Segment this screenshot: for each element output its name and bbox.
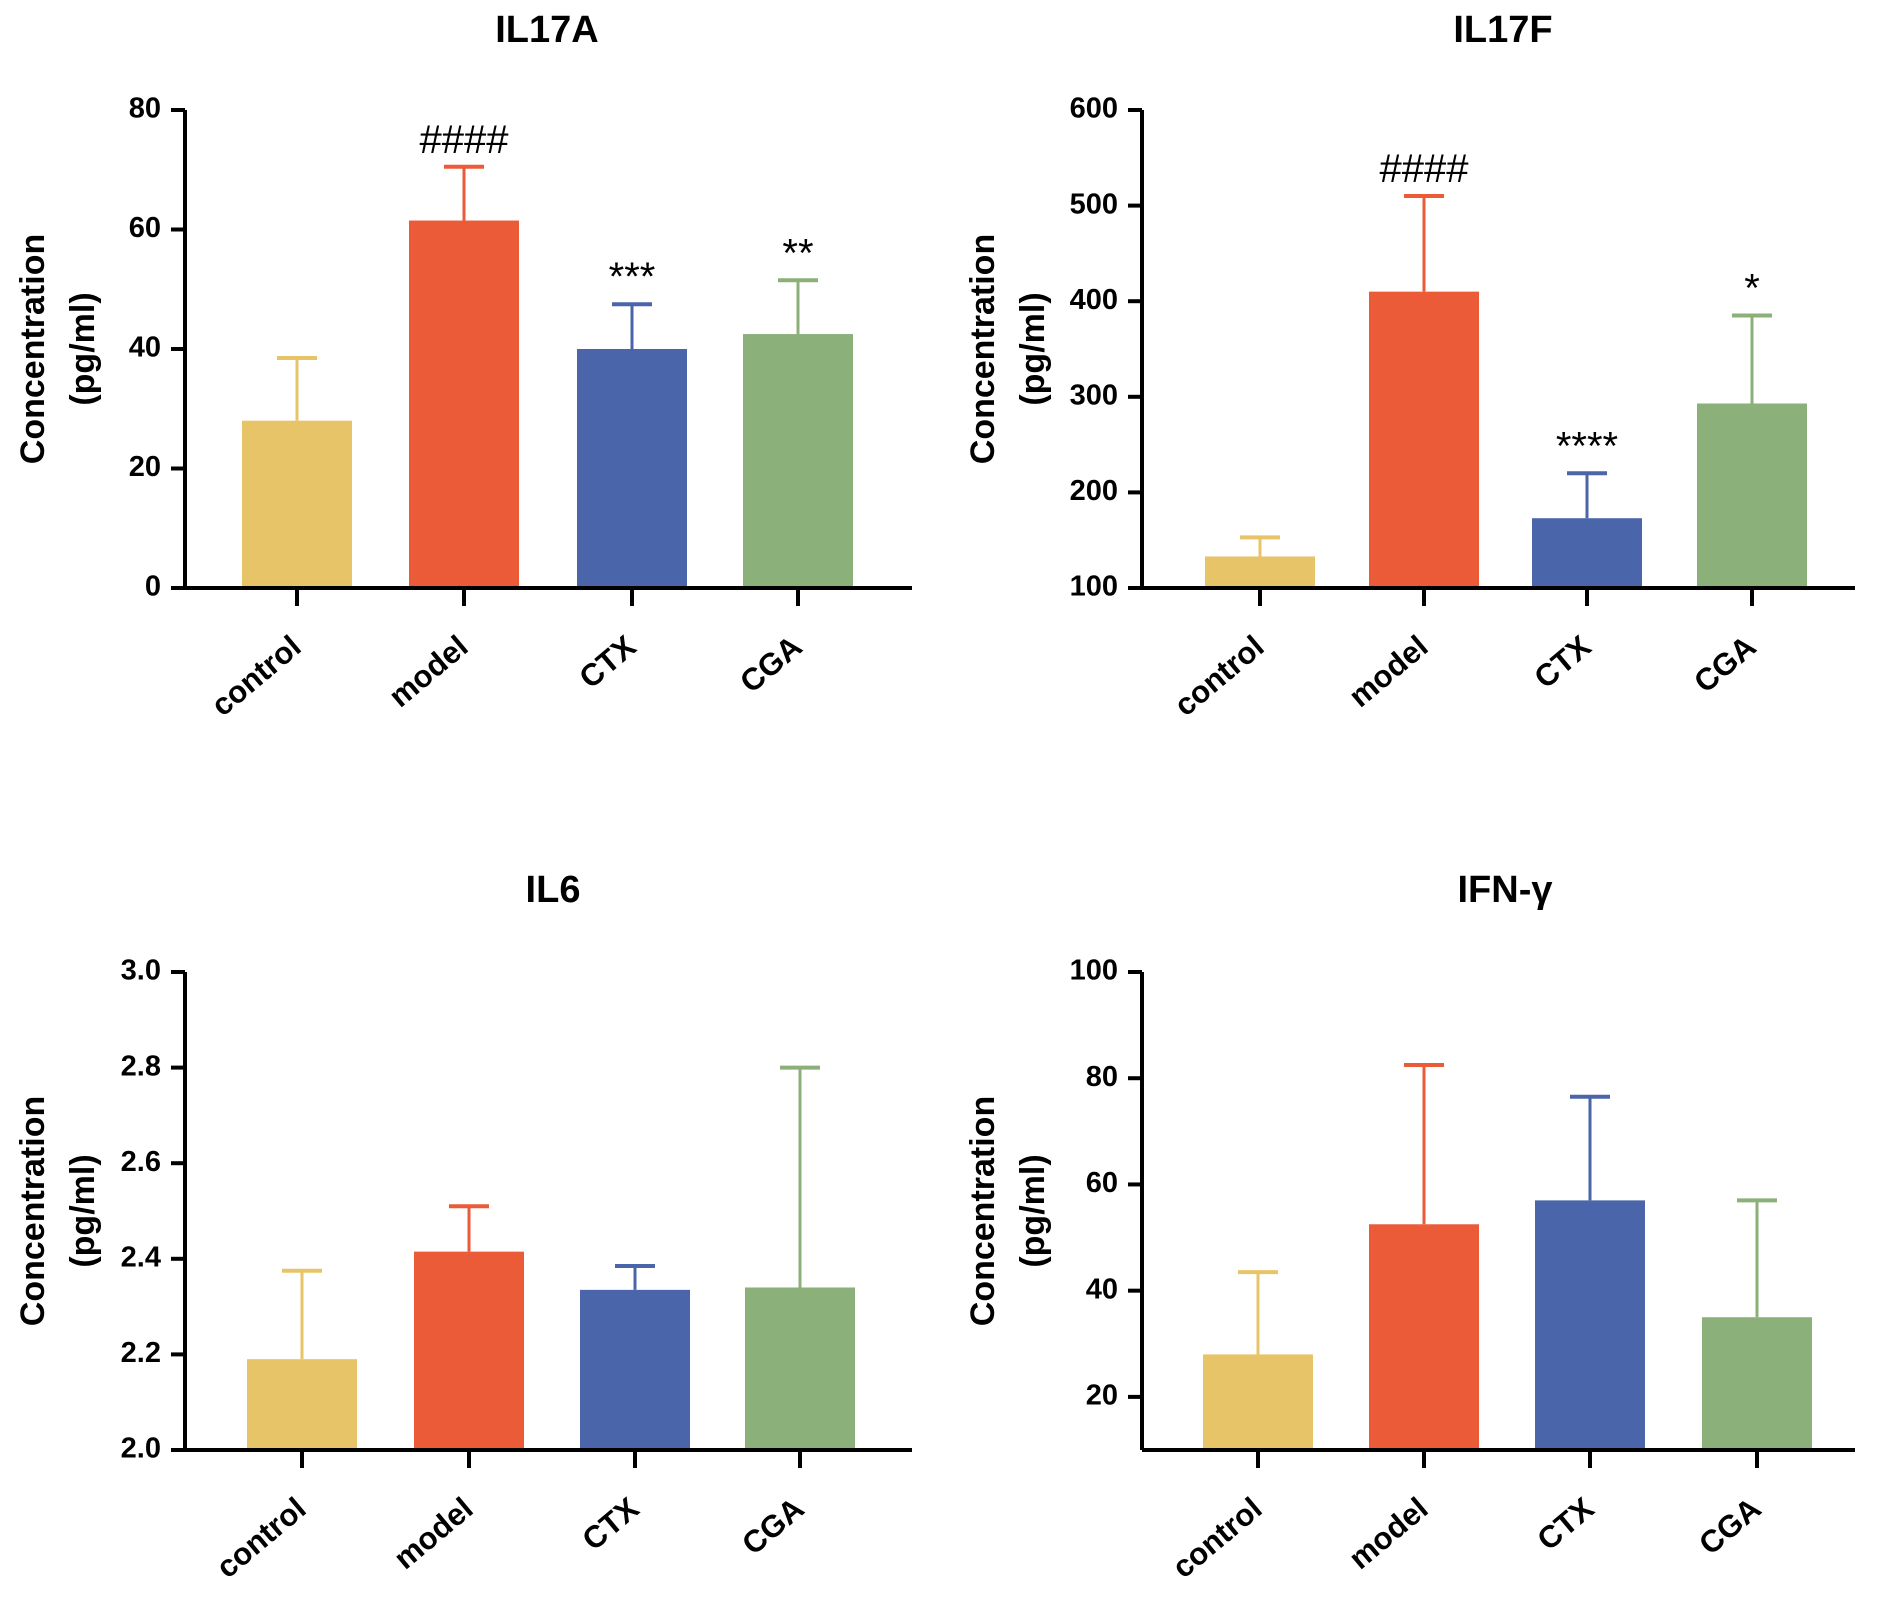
y-axis-unit: (pg/ml) — [64, 292, 102, 405]
y-axis-label: Concentration — [14, 1096, 52, 1326]
chart-title: IL17F — [1453, 9, 1552, 51]
chart-title: IFN-γ — [1458, 869, 1553, 911]
x-tick-label-cga: CGA — [1692, 1491, 1767, 1562]
bar-model — [414, 1251, 524, 1450]
bar-ctx — [577, 349, 687, 588]
y-axis-label: Concentration — [964, 234, 1002, 464]
x-tick-label-control: control — [210, 1491, 313, 1585]
x-tick-label-cga: CGA — [735, 1491, 810, 1562]
y-axis-unit: (pg/ml) — [64, 1154, 102, 1267]
x-tick-label-control: control — [1168, 629, 1271, 723]
bar-model — [1369, 291, 1479, 588]
bar-ctx — [1532, 518, 1642, 588]
y-tick-label: 500 — [1070, 188, 1118, 220]
y-tick-label: 40 — [1086, 1273, 1118, 1305]
y-tick-label: 100 — [1070, 571, 1118, 603]
y-axis-unit: (pg/ml) — [1014, 292, 1052, 405]
x-tick-label-ctx: CTX — [1531, 1490, 1601, 1557]
x-tick-label-cga: CGA — [1687, 629, 1762, 700]
bar-model — [409, 220, 519, 588]
y-tick-label: 40 — [129, 332, 161, 364]
y-axis-label: Concentration — [964, 1096, 1002, 1326]
y-tick-label: 2.8 — [121, 1050, 161, 1082]
x-tick-label-ctx: CTX — [573, 628, 643, 695]
x-tick-label-model: model — [382, 629, 474, 714]
y-tick-label: 2.0 — [121, 1433, 161, 1465]
y-tick-label: 300 — [1070, 379, 1118, 411]
y-tick-label: 60 — [129, 212, 161, 244]
y-tick-label: 20 — [1086, 1380, 1118, 1412]
significance-label: *** — [609, 255, 656, 299]
bar-control — [247, 1359, 357, 1450]
significance-label: **** — [1556, 424, 1618, 468]
y-tick-label: 100 — [1070, 955, 1118, 987]
y-tick-label: 80 — [129, 93, 161, 125]
x-tick-label-model: model — [1342, 1491, 1434, 1576]
y-tick-label: 20 — [129, 451, 161, 483]
x-tick-label-ctx: CTX — [1528, 628, 1598, 695]
y-tick-label: 80 — [1086, 1061, 1118, 1093]
ifn-gamma-panel: IFN-γ Concentration (pg/ml) 20 40 60 80 100 cont… — [964, 869, 1855, 1585]
significance-label: * — [1744, 267, 1760, 311]
x-tick-label-ctx: CTX — [576, 1490, 646, 1557]
x-tick-label-model: model — [387, 1491, 479, 1576]
x-tick-label-control: control — [205, 629, 308, 723]
x-tick-label-control: control — [1166, 1491, 1269, 1585]
bar-model — [1369, 1224, 1479, 1450]
chart-title: IL6 — [526, 869, 581, 911]
y-tick-label: 200 — [1070, 475, 1118, 507]
y-tick-label: 0 — [145, 571, 161, 603]
y-tick-label: 3.0 — [121, 955, 161, 987]
y-tick-label: 2.6 — [121, 1146, 161, 1178]
x-tick-label-model: model — [1342, 629, 1434, 714]
x-tick-label-cga: CGA — [733, 629, 808, 700]
bar-ctx — [580, 1289, 690, 1450]
y-tick-label: 600 — [1070, 93, 1118, 125]
bar-cga — [1702, 1317, 1812, 1450]
chart-title: IL17A — [495, 9, 598, 51]
y-axis-unit: (pg/ml) — [1014, 1154, 1052, 1267]
bar-ctx — [1535, 1200, 1645, 1450]
il6-panel: IL6 Concentration (pg/ml) 2.0 2.2 2.4 2.6 2.8 3.… — [14, 869, 912, 1585]
y-tick-label: 2.2 — [121, 1337, 161, 1369]
bar-control — [242, 420, 352, 588]
y-axis-label: Concentration — [14, 234, 52, 464]
bar-cga — [743, 334, 853, 588]
y-tick-label: 60 — [1086, 1167, 1118, 1199]
bar-cga — [745, 1287, 855, 1450]
y-tick-label: 2.4 — [121, 1241, 161, 1273]
bar-control — [1205, 556, 1315, 588]
significance-label: #### — [1380, 147, 1470, 191]
bar-control — [1203, 1354, 1313, 1450]
bar-cga — [1697, 403, 1807, 588]
y-tick-label: 400 — [1070, 284, 1118, 316]
significance-label: ** — [782, 231, 813, 275]
significance-label: #### — [420, 118, 510, 162]
